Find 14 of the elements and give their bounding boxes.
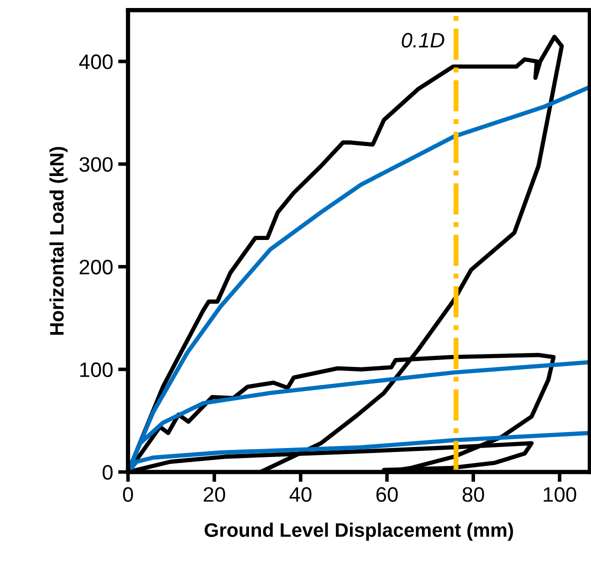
x-tick-label: 0 (123, 487, 133, 502)
y-tick-label: 400 (79, 54, 113, 70)
x-tick-label: 100 (544, 487, 576, 502)
x-tick-label: 80 (462, 487, 484, 502)
x-tick-label: 40 (290, 487, 312, 502)
y-tick-label: 0 (102, 465, 113, 480)
y-tick-label: 300 (79, 157, 113, 172)
x-tick-label: 60 (376, 487, 398, 502)
y-tick-label: 100 (80, 362, 113, 378)
ref-line-label: 0.1D (402, 32, 444, 48)
x-axis-title: Ground Level Displacement (mm) (204, 522, 514, 541)
x-tick-label: 20 (204, 487, 226, 502)
y-tick-label: 200 (80, 260, 113, 274)
y-axis-title: Horizontal Load (kN) (49, 146, 68, 335)
